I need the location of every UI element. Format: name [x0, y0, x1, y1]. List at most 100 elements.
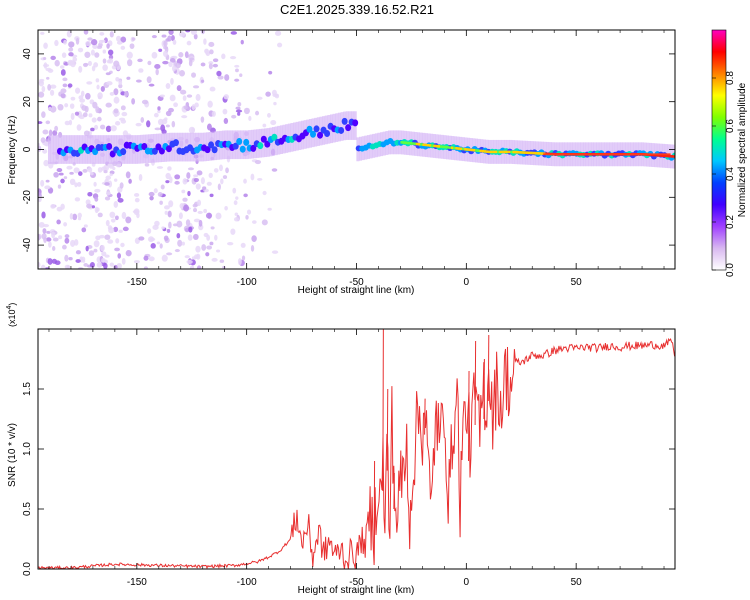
- noise-speck: [144, 163, 150, 167]
- noise-speck: [128, 178, 132, 184]
- noise-speck: [40, 137, 46, 143]
- noise-speck: [172, 223, 178, 227]
- snr-x-tick-label: 50: [571, 577, 583, 588]
- ridge-halo: [127, 135, 131, 164]
- spectrogram-x-axis: -150 -100 -50 0 50: [48, 30, 665, 288]
- noise-speck: [188, 226, 193, 233]
- noise-speck: [209, 49, 214, 55]
- noise-speck: [225, 167, 229, 174]
- noise-speck: [113, 96, 120, 104]
- noise-speck: [208, 61, 214, 65]
- noise-speck: [203, 38, 207, 45]
- noise-speck: [64, 237, 70, 244]
- noise-speck: [83, 63, 88, 68]
- noise-speck: [40, 31, 45, 35]
- noise-speck: [198, 219, 203, 227]
- ridge-core: [477, 149, 480, 152]
- snr-spike: [483, 358, 485, 420]
- noise-speck: [108, 58, 114, 64]
- noise-speck: [178, 52, 184, 58]
- ridge-core: [666, 154, 669, 158]
- noise-speck: [95, 106, 100, 114]
- ridge-core: [523, 151, 526, 154]
- noise-speck: [212, 58, 219, 63]
- noise-speck: [107, 239, 114, 244]
- noise-speck: [231, 114, 237, 119]
- ridge-blob: [172, 139, 179, 147]
- ridge-halo: [248, 130, 252, 159]
- noise-speck: [176, 233, 181, 239]
- ridge-core: [437, 145, 441, 148]
- ridge-halo: [192, 132, 196, 162]
- noise-speck: [90, 39, 98, 46]
- noise-speck: [168, 200, 174, 208]
- noise-speck: [149, 237, 156, 242]
- noise-speck: [233, 200, 238, 206]
- noise-speck: [81, 256, 86, 262]
- ridge-core: [422, 143, 425, 147]
- noise-speck: [114, 121, 121, 126]
- ridge-core: [530, 151, 533, 155]
- noise-speck: [94, 188, 101, 193]
- noise-speck: [77, 212, 82, 219]
- noise-speck: [256, 96, 263, 100]
- noise-speck: [209, 241, 214, 246]
- noise-speck: [193, 33, 198, 40]
- noise-speck: [182, 95, 187, 101]
- noise-speck: [251, 220, 257, 224]
- noise-speck: [113, 226, 119, 233]
- ridge-core: [510, 150, 513, 154]
- noise-speck: [148, 256, 155, 262]
- noise-speck: [195, 93, 201, 102]
- ridge-core: [657, 154, 660, 157]
- noise-speck: [141, 99, 149, 105]
- spectrogram-y-tick-label: -40: [22, 237, 33, 252]
- noise-speck: [165, 83, 171, 89]
- noise-speck: [41, 211, 46, 219]
- noise-speck: [182, 178, 188, 185]
- ridge-core: [415, 142, 419, 146]
- ridge-blob: [324, 129, 331, 137]
- noise-speck: [181, 115, 188, 119]
- noise-speck: [246, 209, 252, 215]
- noise-speck: [70, 60, 76, 68]
- ridge-core: [431, 144, 434, 147]
- spectrogram-noise: [38, 30, 283, 269]
- noise-speck: [172, 39, 177, 45]
- noise-speck: [131, 37, 136, 41]
- noise-speck: [109, 211, 116, 219]
- noise-speck: [182, 197, 188, 202]
- noise-speck: [114, 247, 120, 252]
- noise-speck: [174, 174, 181, 180]
- ridge-halo: [124, 135, 128, 164]
- snr-series: [38, 329, 675, 569]
- noise-speck: [60, 203, 65, 210]
- noise-speck: [243, 193, 248, 198]
- noise-speck: [102, 49, 107, 54]
- ridge-core: [453, 146, 456, 150]
- noise-speck: [74, 111, 80, 116]
- noise-speck: [230, 31, 237, 35]
- snr-spike: [474, 340, 477, 426]
- noise-speck: [138, 173, 143, 182]
- noise-speck: [122, 226, 129, 232]
- noise-speck: [254, 159, 262, 165]
- noise-speck: [78, 65, 83, 73]
- ridge-core: [479, 149, 482, 153]
- noise-speck: [62, 244, 67, 250]
- ridge-core: [536, 152, 540, 155]
- noise-speck: [146, 76, 152, 84]
- noise-speck: [116, 192, 122, 199]
- noise-speck: [207, 123, 212, 131]
- noise-speck: [120, 45, 126, 50]
- noise-speck: [69, 103, 75, 109]
- ridge-blob: [236, 138, 243, 146]
- ridge-core: [444, 145, 447, 149]
- snr-y-scale: (x104): [6, 303, 17, 327]
- noise-speck: [42, 63, 50, 68]
- ridge-halo: [240, 130, 244, 160]
- noise-speck: [100, 166, 107, 171]
- ridge-halo: [177, 132, 181, 162]
- ridge-core: [407, 141, 410, 145]
- noise-speck: [87, 60, 92, 67]
